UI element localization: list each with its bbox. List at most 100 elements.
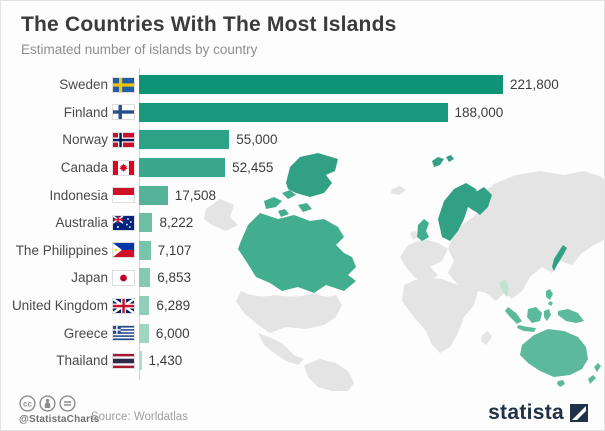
map-finland [472,187,492,215]
value-label: 6,853 [157,270,192,286]
map-svalbard [432,157,444,167]
fi-flag-icon [113,105,134,120]
map-greenland [286,153,338,197]
map-new-guinea [558,309,584,323]
table-row: Greece 6,000 [1,319,604,347]
map-thailand [499,279,509,297]
country-label: Norway [62,132,108,148]
map-arctic-island-4 [278,209,289,217]
map-iceland [391,186,406,195]
statista-handle: @StatistaCharts [19,414,100,425]
value-label: 52,455 [232,160,274,176]
bar [139,268,151,288]
bar [139,185,168,205]
table-row: Indonesia 17,508 [1,181,604,209]
map-new-zealand-north [594,363,601,372]
no-derivatives-icon [59,395,76,412]
map-africa [402,277,478,353]
map-philippines [546,289,553,300]
map-europe [400,239,448,283]
bar [139,75,503,95]
map-madagascar [481,331,492,345]
table-row: Japan 6,853 [1,264,604,292]
map-canada [238,213,356,293]
chart-subtitle: Estimated number of islands by country [21,42,258,57]
bar-chart: Sweden 221,800 Finland 188,000 Norway 55,000 C… [1,71,604,375]
value-label: 17,508 [174,187,217,203]
attribution-icon [39,395,56,412]
map-japan [552,245,567,271]
page-title: The Countries With The Most Islands [21,13,397,36]
map-new-zealand-south [588,375,596,384]
table-row: Finland 188,000 [1,99,604,127]
bar [139,351,142,371]
table-row: Sweden 221,800 [1,71,604,99]
map-ireland [410,231,418,240]
map-south-america [304,359,354,391]
bar [139,323,149,343]
value-label: 8,222 [159,215,194,231]
table-row: Norway 55,000 [1,126,604,154]
bar [139,130,230,150]
country-label: Sweden [59,77,108,93]
table-row: Thailand 1,430 [1,347,604,375]
map-sumatra [505,307,522,324]
bar [139,213,153,233]
map-borneo [527,307,542,323]
map-united-kingdom [417,219,429,241]
bar [139,102,448,122]
se-flag-icon [113,77,134,92]
th-flag-icon [113,353,134,368]
country-label: Japan [71,270,108,286]
map-alaska [204,199,238,231]
country-label: Greece [63,325,108,341]
map-australia [520,329,588,377]
country-label: The Philippines [15,242,108,258]
table-row: Canada 52,455 [1,154,604,182]
map-java [517,325,536,332]
value-label: 6,289 [156,298,191,314]
world-map-background [204,153,604,391]
statista-logo-mark [570,404,588,422]
bar [139,158,226,178]
bar [139,240,151,260]
bar [139,296,150,316]
map-arctic-island-3 [298,203,312,212]
map-mexico [258,333,304,365]
jp-flag-icon [113,270,134,285]
table-row: The Philippines 7,107 [1,237,604,265]
table-row: Australia 8,222 [1,209,604,237]
map-arctic-island-2 [282,190,296,199]
value-label: 7,107 [157,242,192,258]
map-svalbard-2 [446,155,454,162]
map-philippines-2 [548,301,553,306]
au-flag-icon [113,215,134,230]
gr-flag-icon [113,326,134,341]
map-scandinavia [438,183,480,241]
statista-logo-text: statista [488,401,564,424]
value-label: 188,000 [454,104,504,120]
svg-text:cc: cc [23,399,32,408]
source-label: Source: Worldatlas [91,411,188,423]
id-flag-icon [113,188,134,203]
value-label: 1,430 [148,353,183,369]
country-label: Finland [63,104,108,120]
ph-flag-icon [113,243,134,258]
map-arctic-island-1 [264,197,282,209]
map-usa [236,291,342,333]
country-label: Thailand [56,353,108,369]
chart-header: The Countries With The Most Islands Esti… [21,13,397,57]
ca-flag-icon [113,160,134,175]
country-label: Indonesia [49,187,108,203]
country-label: Australia [55,215,108,231]
map-sulawesi [544,309,551,321]
statista-logo: statista [488,401,588,425]
gb-flag-icon [113,298,134,313]
value-label: 221,800 [510,77,559,93]
value-label: 55,000 [236,132,278,148]
map-tasmania [557,380,565,387]
no-flag-icon [113,132,134,147]
value-label: 6,000 [155,325,190,341]
cc-icon: cc [19,395,36,412]
